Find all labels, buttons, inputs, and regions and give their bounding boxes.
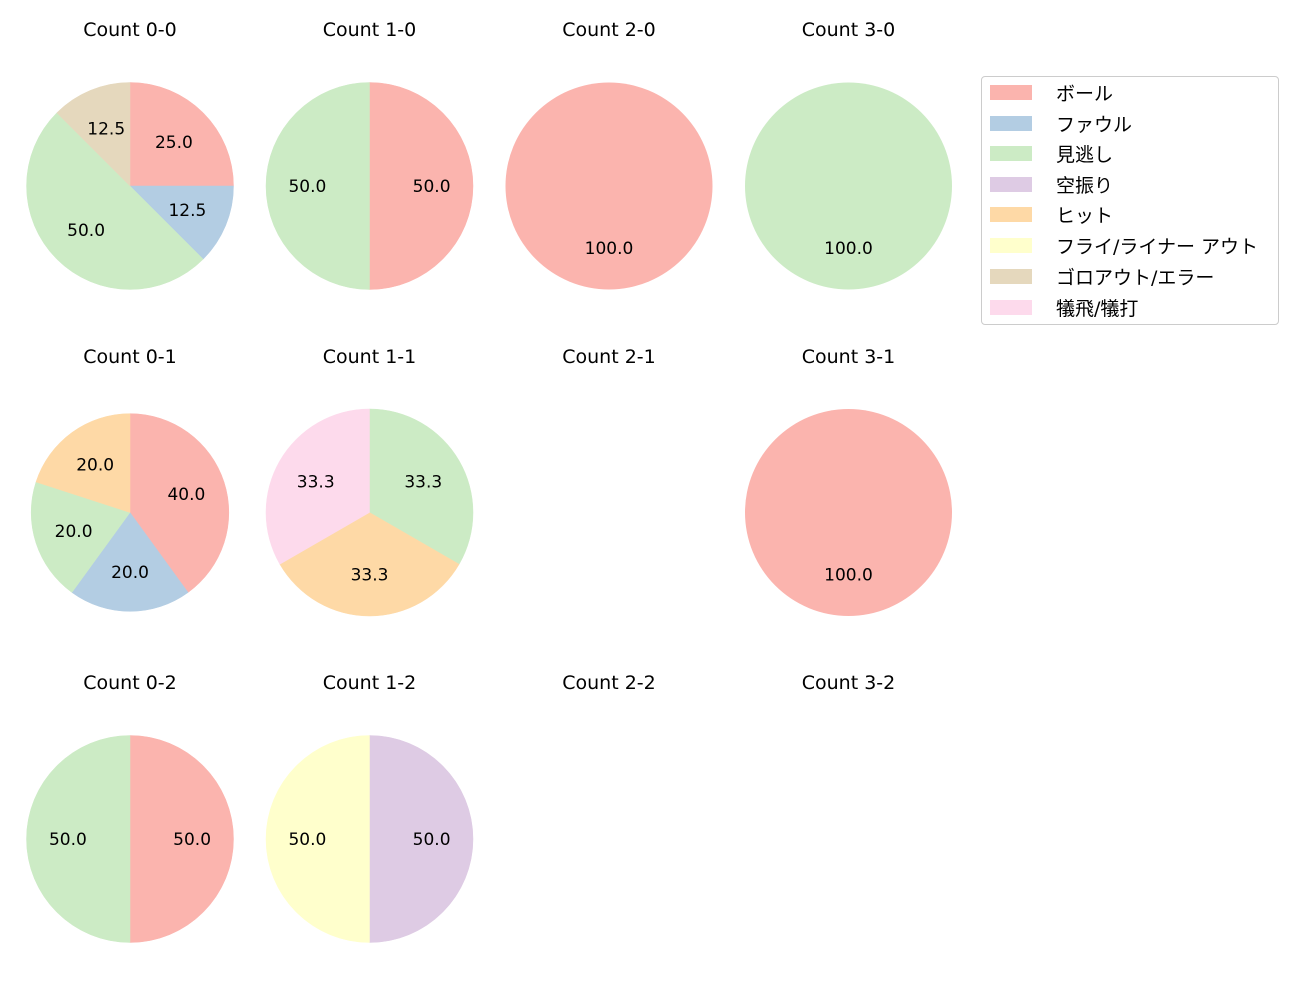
legend-label: ヒット <box>1056 204 1114 227</box>
slice-percentage-label: 25.0 <box>155 133 193 153</box>
subplot-title: Count 1-0 <box>323 19 417 41</box>
legend-item-ball: ボール <box>990 81 1114 105</box>
pie-slice <box>369 82 474 290</box>
pie-slice <box>56 82 131 187</box>
legend-label: ファウル <box>1056 113 1133 136</box>
pie-slice <box>30 481 131 593</box>
slice-percentage-label: 20.0 <box>76 456 114 476</box>
pie-slice <box>26 112 204 290</box>
legend-label: 犠飛/犠打 <box>1056 297 1139 320</box>
slice-percentage-label: 20.0 <box>111 563 149 583</box>
legend-item-sacrifice: 犠飛/犠打 <box>990 296 1139 320</box>
pie-slice <box>129 185 234 260</box>
legend-swatch <box>990 115 1032 131</box>
pie-count-0-0: Count 0-0 25.0 12.5 50.0 12.5 <box>26 19 234 290</box>
slice-percentage-label: 50.0 <box>288 177 326 197</box>
legend-item-swinging-strike: 空振り <box>990 173 1114 197</box>
legend-swatch <box>990 145 1032 161</box>
legend-swatch <box>990 206 1032 222</box>
pie-slice <box>71 512 189 612</box>
slice-percentage-label: 50.0 <box>413 830 451 850</box>
pie-slice <box>265 408 370 565</box>
slice-percentage-label: 12.5 <box>87 120 125 140</box>
slice-percentage-label: 33.3 <box>404 472 442 492</box>
pie-slice <box>265 735 370 943</box>
slice-percentage-label: 20.0 <box>55 522 93 542</box>
legend-label: フライ/ライナー アウト <box>1056 235 1259 258</box>
pie-slice <box>369 735 474 943</box>
subplot-title: Count 3-2 <box>802 672 896 694</box>
pie-count-1-1: Count 1-1 33.3 33.3 33.3 <box>265 346 474 617</box>
pie-count-3-0: Count 3-0 100.0 <box>745 19 952 290</box>
subplot-title: Count 2-2 <box>562 672 656 694</box>
slice-percentage-label: 50.0 <box>413 177 451 197</box>
legend-swatch <box>990 299 1032 315</box>
slice-percentage-label: 50.0 <box>49 830 87 850</box>
pie-slice <box>129 82 234 187</box>
pie-slice <box>129 735 234 943</box>
slice-percentage-label: 40.0 <box>167 485 205 505</box>
pie-count-2-1: Count 2-1 <box>562 346 656 368</box>
slice-percentage-label: 100.0 <box>585 239 634 259</box>
legend-item-fly-liner-out: フライ/ライナー アウト <box>990 234 1259 258</box>
pie-count-0-2: Count 0-2 50.0 50.0 <box>26 672 234 943</box>
pie-count-1-2: Count 1-2 50.0 50.0 <box>265 672 474 943</box>
subplot-title: Count 3-1 <box>802 346 896 368</box>
subplot-title: Count 1-1 <box>323 346 417 368</box>
subplot-title: Count 3-0 <box>802 19 896 41</box>
legend-swatch <box>990 176 1032 192</box>
subplot-title: Count 0-0 <box>83 19 177 41</box>
pie-count-2-2: Count 2-2 <box>562 672 656 694</box>
pie-count-3-1: Count 3-1 100.0 <box>745 346 952 616</box>
pie-slice <box>369 408 474 565</box>
pie-count-0-1: Count 0-1 40.0 20.0 20.0 20.0 <box>30 346 230 612</box>
subplot-title: Count 0-1 <box>83 346 177 368</box>
legend-swatch <box>990 268 1032 284</box>
legend-item-grounder-error: ゴロアウト/エラー <box>990 265 1215 289</box>
slice-percentage-label: 100.0 <box>824 239 873 259</box>
slice-percentage-label: 50.0 <box>288 830 326 850</box>
pie-slice <box>26 735 131 943</box>
legend-label: ゴロアウト/エラー <box>1056 266 1215 289</box>
legend-label: ボール <box>1056 82 1114 105</box>
pie-slice <box>265 82 370 290</box>
legend-item-foul: ファウル <box>990 112 1133 136</box>
pie-slice <box>745 82 952 290</box>
legend-item-hit: ヒット <box>990 203 1114 227</box>
pie-slice <box>35 413 131 513</box>
legend: ボール ファウル 見逃し 空振り ヒット フライ/ライナー アウト ゴロアウト/… <box>981 76 1279 325</box>
legend-swatch <box>990 84 1032 100</box>
slice-percentage-label: 100.0 <box>824 566 873 586</box>
subplot-title: Count 0-2 <box>83 672 177 694</box>
pie-count-1-0: Count 1-0 50.0 50.0 <box>265 19 474 290</box>
pie-slice <box>505 82 713 290</box>
pie-count-3-2: Count 3-2 <box>802 672 896 694</box>
subplot-title: Count 2-0 <box>562 19 656 41</box>
subplot-title: Count 1-2 <box>323 672 417 694</box>
pie-slice <box>129 413 230 593</box>
pie-count-2-0: Count 2-0 100.0 <box>505 19 713 290</box>
subplot-title: Count 2-1 <box>562 346 656 368</box>
slice-percentage-label: 33.3 <box>351 566 389 586</box>
slice-percentage-label: 12.5 <box>168 201 206 221</box>
legend-label: 見逃し <box>1056 143 1114 166</box>
pie-slice <box>745 409 952 616</box>
slice-percentage-label: 50.0 <box>67 221 105 241</box>
slice-percentage-label: 50.0 <box>173 830 211 850</box>
slice-percentage-label: 33.3 <box>297 472 335 492</box>
legend-item-called-strike: 見逃し <box>990 142 1114 166</box>
legend-label: 空振り <box>1056 174 1114 197</box>
legend-swatch <box>990 237 1032 253</box>
